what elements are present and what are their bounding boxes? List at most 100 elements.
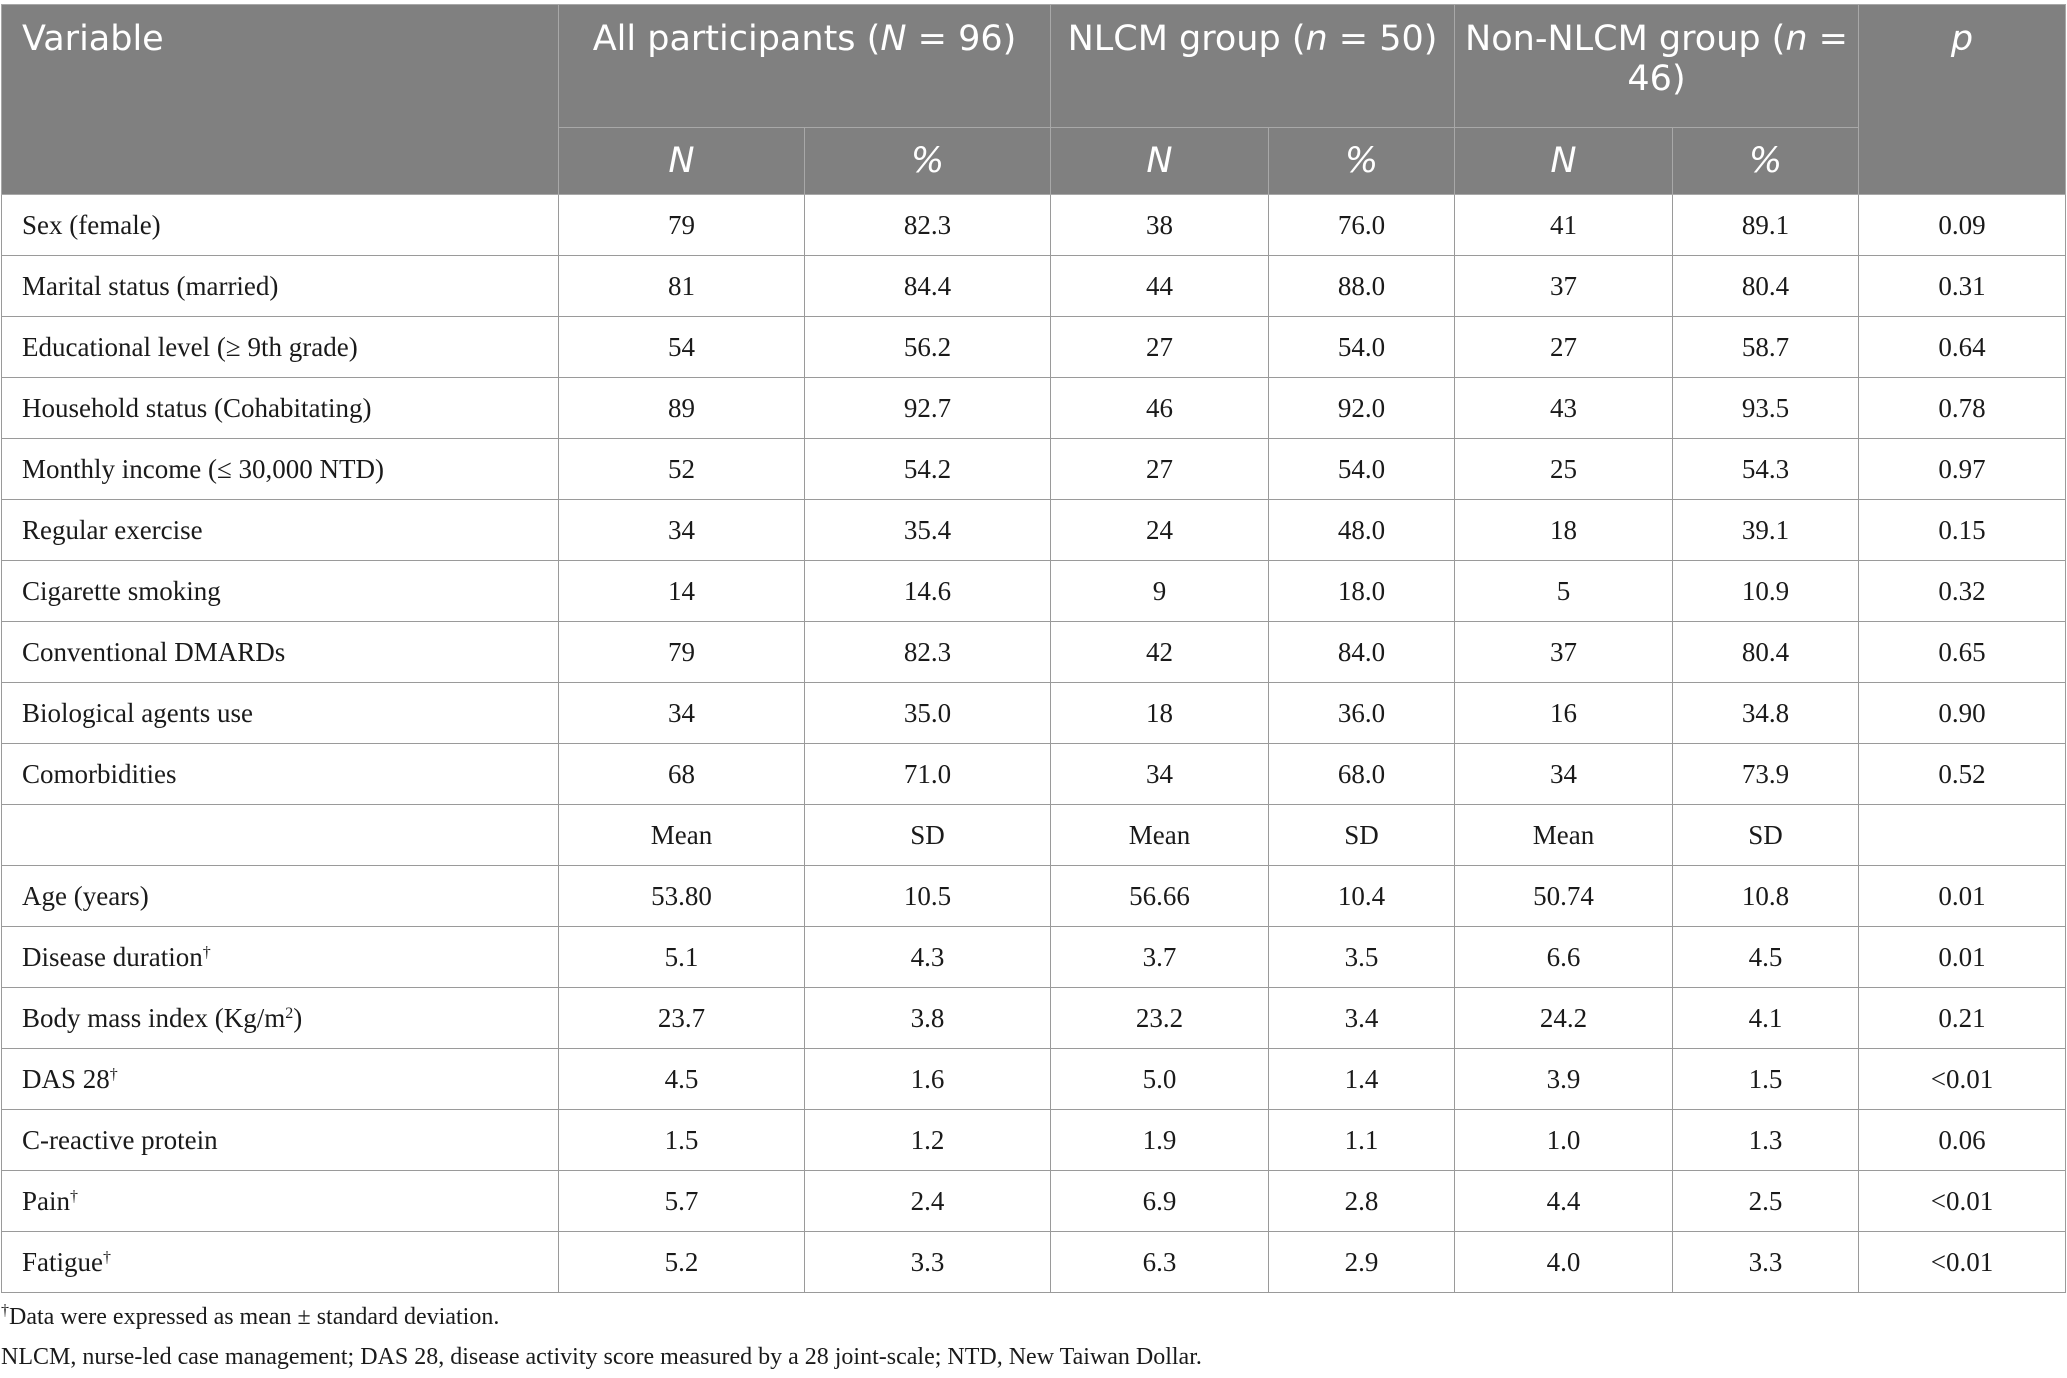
value-cell: 1.0 bbox=[1454, 1109, 1674, 1171]
p-value-cell: 0.52 bbox=[1858, 743, 2067, 805]
row-label: DAS 28† bbox=[1, 1048, 559, 1110]
value-cell: 37 bbox=[1454, 621, 1674, 683]
table-row: Age (years) 53.80 10.5 56.66 10.4 50.74 10.8 0.… bbox=[1, 865, 2067, 927]
subheader-n: N bbox=[1454, 127, 1674, 195]
table-body: Sex (female) 79 82.3 38 76.0 41 89.1 0.09 Marita… bbox=[1, 194, 2067, 1293]
value-cell: 10.4 bbox=[1268, 865, 1456, 927]
value-cell: 2.9 bbox=[1268, 1231, 1456, 1293]
row-label: Regular exercise bbox=[1, 499, 559, 561]
p-value-cell: <0.01 bbox=[1858, 1170, 2067, 1232]
value-cell: 2.8 bbox=[1268, 1170, 1456, 1232]
value-cell: 3.3 bbox=[1672, 1231, 1860, 1293]
value-cell: 1.3 bbox=[1672, 1109, 1860, 1171]
value-cell: 79 bbox=[558, 194, 805, 256]
value-cell: 34 bbox=[558, 682, 805, 744]
value-cell: 35.4 bbox=[803, 499, 1052, 561]
value-cell: 1.9 bbox=[1050, 1109, 1270, 1171]
value-cell: 81 bbox=[558, 255, 805, 317]
value-cell: 1.5 bbox=[558, 1109, 805, 1171]
table-row: Pain† 5.7 2.4 6.9 2.8 4.4 2.5 <0.01 bbox=[1, 1170, 2067, 1232]
footnote-dagger: †Data were expressed as mean ± standard … bbox=[1, 1302, 500, 1331]
value-cell: 44 bbox=[1050, 255, 1270, 317]
value-cell: 56.2 bbox=[803, 316, 1052, 378]
table-row: C-reactive protein 1.5 1.2 1.9 1.1 1.0 1.3 0.06 bbox=[1, 1109, 2067, 1171]
value-cell: 18 bbox=[1454, 499, 1674, 561]
header-all-participants: All participants (N = 96) bbox=[557, 4, 1052, 128]
stats-header-cell: Mean bbox=[558, 804, 805, 866]
p-value-cell: 0.01 bbox=[1858, 926, 2067, 988]
value-cell: 93.5 bbox=[1672, 377, 1860, 439]
value-cell: 10.9 bbox=[1672, 560, 1860, 622]
value-cell: 34 bbox=[1050, 743, 1270, 805]
value-cell: 27 bbox=[1454, 316, 1674, 378]
value-cell: 52 bbox=[558, 438, 805, 500]
table-row: Regular exercise 34 35.4 24 48.0 18 39.1 0.15 bbox=[1, 499, 2067, 561]
value-cell: 71.0 bbox=[803, 743, 1052, 805]
value-cell: 56.66 bbox=[1050, 865, 1270, 927]
value-cell: 10.5 bbox=[803, 865, 1052, 927]
value-cell: 27 bbox=[1050, 316, 1270, 378]
value-cell: 39.1 bbox=[1672, 499, 1860, 561]
value-cell: 89.1 bbox=[1672, 194, 1860, 256]
value-cell: 46 bbox=[1050, 377, 1270, 439]
stats-header-cell: Mean bbox=[1050, 804, 1270, 866]
table-row: Fatigue† 5.2 3.3 6.3 2.9 4.0 3.3 <0.01 bbox=[1, 1231, 2067, 1293]
value-cell: 2.5 bbox=[1672, 1170, 1860, 1232]
value-cell: 24.2 bbox=[1454, 987, 1674, 1049]
table-row: Conventional DMARDs 79 82.3 42 84.0 37 80.4 0.6… bbox=[1, 621, 2067, 683]
characteristics-table: Variable All participants (N = 96) NLCM … bbox=[1, 4, 2067, 1293]
subheader-percent: % bbox=[803, 127, 1052, 195]
value-cell: 23.7 bbox=[558, 987, 805, 1049]
value-cell: 80.4 bbox=[1672, 621, 1860, 683]
p-value-cell: 0.64 bbox=[1858, 316, 2067, 378]
value-cell: 80.4 bbox=[1672, 255, 1860, 317]
table-row: Educational level (≥ 9th grade) 54 56.2 27 5… bbox=[1, 316, 2067, 378]
value-cell: 37 bbox=[1454, 255, 1674, 317]
value-cell: 54.0 bbox=[1268, 438, 1456, 500]
empty-cell bbox=[1, 804, 559, 866]
value-cell: 48.0 bbox=[1268, 499, 1456, 561]
value-cell: 6.9 bbox=[1050, 1170, 1270, 1232]
subheader-percent: % bbox=[1672, 127, 1860, 195]
header-nlcm-group: NLCM group (n = 50) bbox=[1050, 4, 1456, 128]
value-cell: 1.2 bbox=[803, 1109, 1052, 1171]
value-cell: 68.0 bbox=[1268, 743, 1456, 805]
row-label: Sex (female) bbox=[1, 194, 559, 256]
stats-header-cell: SD bbox=[803, 804, 1052, 866]
value-cell: 3.4 bbox=[1268, 987, 1456, 1049]
value-cell: 42 bbox=[1050, 621, 1270, 683]
p-value-cell: 0.65 bbox=[1858, 621, 2067, 683]
value-cell: 5.7 bbox=[558, 1170, 805, 1232]
value-cell: 6.6 bbox=[1454, 926, 1674, 988]
p-value-cell: 0.09 bbox=[1858, 194, 2067, 256]
value-cell: 4.3 bbox=[803, 926, 1052, 988]
value-cell: 41 bbox=[1454, 194, 1674, 256]
value-cell: 3.8 bbox=[803, 987, 1052, 1049]
value-cell: 1.5 bbox=[1672, 1048, 1860, 1110]
value-cell: 58.7 bbox=[1672, 316, 1860, 378]
value-cell: 53.80 bbox=[558, 865, 805, 927]
row-label: Disease duration† bbox=[1, 926, 559, 988]
value-cell: 14 bbox=[558, 560, 805, 622]
value-cell: 10.8 bbox=[1672, 865, 1860, 927]
value-cell: 76.0 bbox=[1268, 194, 1456, 256]
header-non-nlcm-group: Non-NLCM group (n = 46) bbox=[1454, 4, 1860, 128]
p-value-cell: 0.78 bbox=[1858, 377, 2067, 439]
table-row: Disease duration† 5.1 4.3 3.7 3.5 6.6 4.5 0.01 bbox=[1, 926, 2067, 988]
value-cell: 1.6 bbox=[803, 1048, 1052, 1110]
p-value-cell: 0.15 bbox=[1858, 499, 2067, 561]
table-row: Monthly income (≤ 30,000 NTD) 52 54.2 27 54.… bbox=[1, 438, 2067, 500]
value-cell: 54.2 bbox=[803, 438, 1052, 500]
stats-header-cell: SD bbox=[1672, 804, 1860, 866]
table-row: DAS 28† 4.5 1.6 5.0 1.4 3.9 1.5 <0.01 bbox=[1, 1048, 2067, 1110]
value-cell: 1.4 bbox=[1268, 1048, 1456, 1110]
row-label: Monthly income (≤ 30,000 NTD) bbox=[1, 438, 559, 500]
value-cell: 73.9 bbox=[1672, 743, 1860, 805]
value-cell: 1.1 bbox=[1268, 1109, 1456, 1171]
p-value-cell: 0.01 bbox=[1858, 865, 2067, 927]
stats-header-cell: Mean bbox=[1454, 804, 1674, 866]
value-cell: 4.5 bbox=[558, 1048, 805, 1110]
value-cell: 82.3 bbox=[803, 194, 1052, 256]
row-label: Age (years) bbox=[1, 865, 559, 927]
value-cell: 25 bbox=[1454, 438, 1674, 500]
